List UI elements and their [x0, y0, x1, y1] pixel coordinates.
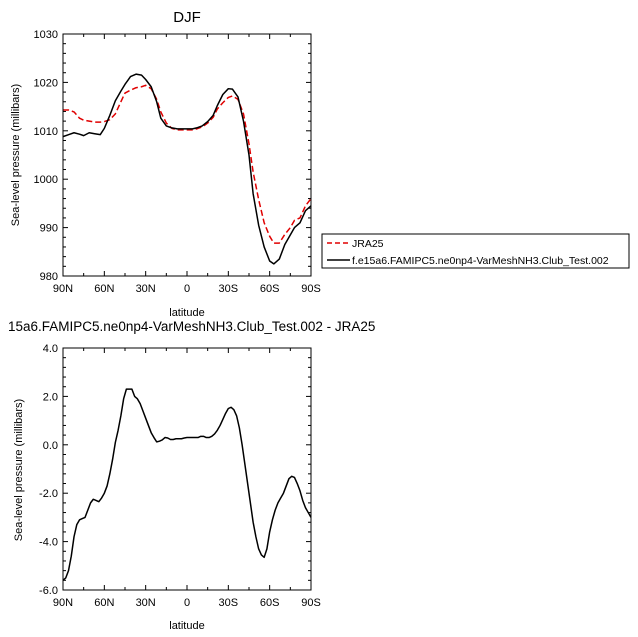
bottom-y-tick-label: -4.0 [39, 537, 58, 549]
top-y-tick-label: 1010 [34, 126, 58, 138]
bottom-y-tick-label: 0.0 [43, 440, 58, 452]
bottom-x-tick-label: 30N [136, 597, 156, 609]
top-x-tick-label: 30N [136, 283, 156, 295]
legend-label-jra25: JRA25 [352, 238, 384, 250]
bottom-y-tick-label: 4.0 [43, 343, 58, 355]
legend-label-model: f.e15a6.FAMIPC5.ne0np4-VarMeshNH3.Club_T… [352, 255, 609, 267]
bottom-y-tick-label: -2.0 [39, 488, 58, 500]
bottom-x-axis-label: latitude [169, 620, 204, 632]
bottom-series-line-0 [62, 388, 312, 581]
top-plot-frame [62, 33, 312, 277]
bottom-x-tick-label: 90N [53, 597, 73, 609]
top-lines [62, 73, 312, 265]
top-x-tick-label: 60N [94, 283, 114, 295]
legend-box [321, 233, 630, 269]
top-x-tick-label: 90N [53, 283, 73, 295]
top-x-axis-label: latitude [169, 307, 204, 319]
top-series-line-1 [62, 73, 312, 265]
top-series-line-0 [63, 84, 312, 244]
bottom-chart-title: 15a6.FAMIPC5.ne0np4-VarMeshNH3.Club_Test… [8, 319, 375, 334]
top-y-axis-label: Sea-level pressure (millibars) [10, 84, 22, 226]
bottom-lines [62, 388, 312, 581]
bottom-x-tick-label: 90S [301, 597, 321, 609]
bottom-panel: 15a6.FAMIPC5.ne0np4-VarMeshNH3.Club_Test… [8, 319, 375, 632]
top-x-tick-label: 0 [184, 283, 190, 295]
top-x-tick-label: 90S [301, 283, 321, 295]
bottom-y-axis-label: Sea-level pressure (millibars) [13, 399, 25, 541]
bottom-x-tick-label: 0 [184, 597, 190, 609]
top-x-tick-label: 60S [260, 283, 280, 295]
legend: JRA25 f.e15a6.FAMIPC5.ne0np4-VarMeshNH3.… [321, 233, 630, 269]
bottom-x-tick-label: 60N [94, 597, 114, 609]
bottom-plot-frame [62, 347, 312, 591]
top-x-tick-label: 30S [219, 283, 239, 295]
top-y-tick-label: 980 [40, 271, 58, 283]
bottom-y-tick-label: -6.0 [39, 585, 58, 597]
top-panel: DJF Sea-level pressure (millibars) latit… [10, 9, 321, 319]
top-y-tick-label: 990 [40, 223, 58, 235]
top-y-tick-label: 1020 [34, 77, 58, 89]
top-x-ticks: 90N 60N 30N 0 30S 60S 90S [53, 34, 321, 295]
bottom-x-tick-label: 60S [260, 597, 280, 609]
bottom-x-tick-label: 30S [219, 597, 239, 609]
top-chart-title: DJF [173, 9, 201, 26]
top-y-tick-label: 1000 [34, 174, 58, 186]
bottom-x-ticks: 90N 60N 30N 0 30S 60S 90S [53, 348, 321, 609]
bottom-y-tick-label: 2.0 [43, 391, 58, 403]
bottom-y-ticks: -6.0 -4.0 -2.0 0.0 2.0 4.0 [39, 343, 311, 597]
top-y-ticks: 980 990 1000 1010 1020 1030 [34, 29, 311, 283]
top-y-tick-label: 1030 [34, 29, 58, 41]
